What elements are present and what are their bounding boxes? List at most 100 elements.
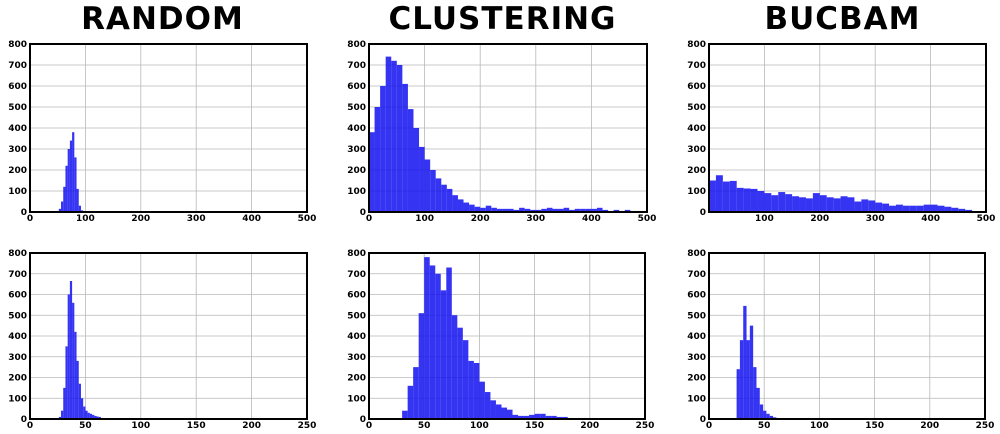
x-tick-label: 50 <box>758 421 771 431</box>
histogram-bar <box>764 193 772 212</box>
histogram-bar <box>833 198 841 212</box>
y-tick-label: 300 <box>687 353 706 363</box>
histogram-bar <box>763 410 767 419</box>
y-tick-label: 200 <box>347 166 366 176</box>
histogram-bar <box>457 327 463 419</box>
histogram-bar <box>861 199 869 212</box>
histogram-bar <box>757 191 765 212</box>
histogram-bar <box>769 415 774 419</box>
histogram-bar <box>424 159 431 212</box>
histogram-bar <box>72 132 75 212</box>
histogram-bar <box>446 267 452 419</box>
histogram-bar <box>67 149 70 212</box>
histogram-bar <box>847 197 855 212</box>
histogram-bar <box>65 165 68 212</box>
histogram-bar <box>490 400 496 419</box>
column-title-clustering: CLUSTERING <box>388 1 617 37</box>
histogram-bar <box>430 170 436 212</box>
y-tick-label: 800 <box>8 249 27 259</box>
histogram-bar <box>385 56 392 212</box>
histogram-bar <box>484 392 491 419</box>
histogram-bar <box>479 381 485 419</box>
x-tick-label: 150 <box>525 421 544 431</box>
x-tick-label: 250 <box>298 421 317 431</box>
histogram-bar <box>591 208 597 212</box>
histogram-bar <box>83 406 86 419</box>
histogram-bar <box>792 196 800 212</box>
x-tick-label: 200 <box>810 214 829 224</box>
histogram-bar <box>534 413 541 419</box>
column-title-random: RANDOM <box>81 1 244 37</box>
histogram-bar <box>736 369 740 419</box>
histogram-bar <box>909 205 917 212</box>
y-tick-label: 100 <box>687 187 706 197</box>
histogram-bar <box>58 416 62 419</box>
y-tick-label: 200 <box>687 374 706 384</box>
x-tick-label: 0 <box>27 421 33 431</box>
y-tick-label: 300 <box>347 145 366 155</box>
plot-frame <box>708 43 987 213</box>
histogram-bar <box>540 413 546 419</box>
histogram-bar <box>424 257 430 419</box>
histogram-bar <box>429 265 436 419</box>
x-tick-label: 100 <box>76 214 95 224</box>
y-tick-label: 400 <box>687 332 706 342</box>
histogram-bar <box>556 416 563 419</box>
histogram-bar <box>743 188 751 212</box>
y-tick-label: 600 <box>347 82 366 92</box>
histogram-bar <box>78 205 81 212</box>
histogram-bar <box>923 204 931 212</box>
histogram-bar <box>435 178 442 212</box>
y-tick-label: 700 <box>687 270 706 280</box>
histogram-bar <box>585 208 592 212</box>
histogram-bar <box>402 410 408 419</box>
x-tick-label: 100 <box>470 421 489 431</box>
histogram-bar <box>529 414 535 419</box>
x-tick-label: 100 <box>810 421 829 431</box>
y-tick-label: 0 <box>360 415 366 425</box>
histogram-bar <box>875 202 883 212</box>
x-tick-label: 400 <box>582 214 601 224</box>
histogram-bar <box>98 416 101 419</box>
histogram-bar <box>58 208 62 212</box>
y-tick-label: 400 <box>347 332 366 342</box>
histogram-bar <box>391 60 397 212</box>
histogram-bar <box>709 180 716 212</box>
y-tick-label: 100 <box>8 187 27 197</box>
y-tick-label: 800 <box>347 249 366 259</box>
y-tick-label: 500 <box>8 311 27 321</box>
histogram-bar <box>739 340 744 419</box>
y-tick-label: 600 <box>8 291 27 301</box>
x-tick-label: 400 <box>242 214 261 224</box>
y-tick-label: 600 <box>347 291 366 301</box>
y-tick-label: 300 <box>8 353 27 363</box>
x-tick-label: 50 <box>418 421 431 431</box>
y-tick-label: 300 <box>8 145 27 155</box>
histogram-bar <box>65 346 68 419</box>
histogram-bar <box>413 367 419 419</box>
y-tick-label: 0 <box>21 415 27 425</box>
histogram-bar <box>805 198 813 212</box>
histogram-bar <box>756 387 760 419</box>
histogram-bar <box>546 207 553 212</box>
histogram-bar <box>750 188 758 212</box>
histogram-bar <box>513 209 520 212</box>
histogram-panel-random-bottom: 0 100 200 300 400 500 600 700 800 0 50 100 150 200 250 <box>8 249 316 431</box>
histogram-bar <box>508 208 514 212</box>
y-tick-label: 800 <box>8 40 27 50</box>
y-tick-label: 0 <box>360 208 366 218</box>
histogram-panel-clustering-top: 0 100 200 300 400 500 600 700 800 0 100 200 300 400 50… <box>347 40 656 224</box>
histogram-bar <box>736 187 744 212</box>
histogram-bar <box>715 175 723 212</box>
plot-frame <box>708 252 986 420</box>
histogram-bar <box>402 83 408 213</box>
histogram-bar <box>563 207 570 212</box>
x-tick-label: 200 <box>131 214 150 224</box>
histogram-bar <box>541 208 547 212</box>
histogram-bar <box>558 208 564 212</box>
y-tick-label: 200 <box>8 166 27 176</box>
histogram-bar <box>519 207 525 212</box>
y-tick-label: 300 <box>347 353 366 363</box>
histogram-bar <box>916 205 924 212</box>
